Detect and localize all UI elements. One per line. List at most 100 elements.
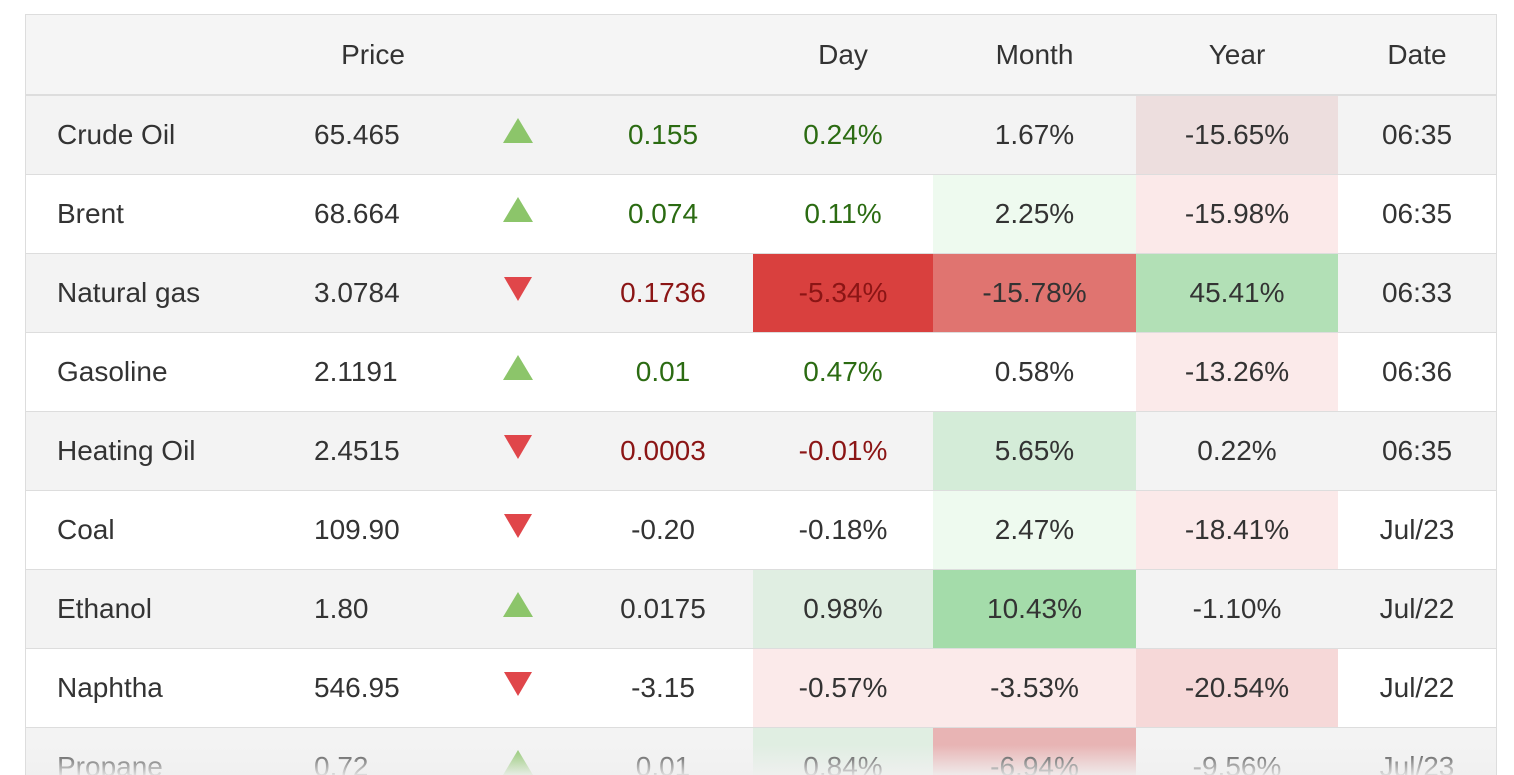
day-change-cell: 0.47% [753,333,933,412]
month-change-cell: 10.43% [933,570,1136,649]
up-arrow-icon [503,592,533,617]
direction-cell [463,491,573,570]
month-change-cell: 2.47% [933,491,1136,570]
header-change [573,15,753,95]
direction-cell [463,175,573,254]
down-arrow-icon [504,435,532,459]
year-change-cell: -15.65% [1136,95,1338,175]
month-change-cell: 2.25% [933,175,1136,254]
date-cell: 06:36 [1338,333,1496,412]
up-arrow-icon [503,118,533,143]
price-cell: 0.72 [283,728,463,775]
year-change-cell: -18.41% [1136,491,1338,570]
direction-cell [463,649,573,728]
year-change-cell: 0.22% [1136,412,1338,491]
date-cell: 06:35 [1338,175,1496,254]
price-cell: 68.664 [283,175,463,254]
day-change-cell: -5.34% [753,254,933,333]
date-cell: Jul/23 [1338,491,1496,570]
commodity-name-link[interactable]: Coal [26,491,283,570]
change-cell: 0.155 [573,95,753,175]
day-change-cell: 0.11% [753,175,933,254]
price-cell: 2.1191 [283,333,463,412]
up-arrow-icon [503,750,533,775]
commodity-name-link[interactable]: Propane [26,728,283,775]
date-cell: Jul/22 [1338,570,1496,649]
header-name [26,15,283,95]
commodity-name-link[interactable]: Ethanol [26,570,283,649]
month-change-cell: -6.94% [933,728,1136,775]
date-cell: Jul/23 [1338,728,1496,775]
change-cell: 0.01 [573,333,753,412]
down-arrow-icon [504,277,532,301]
month-change-cell: 5.65% [933,412,1136,491]
change-cell: -3.15 [573,649,753,728]
commodity-name-link[interactable]: Crude Oil [26,95,283,175]
month-change-cell: 0.58% [933,333,1136,412]
month-change-cell: 1.67% [933,95,1136,175]
year-change-cell: 45.41% [1136,254,1338,333]
year-change-cell: -20.54% [1136,649,1338,728]
month-change-cell: -3.53% [933,649,1136,728]
change-cell: 0.0175 [573,570,753,649]
direction-cell [463,333,573,412]
direction-cell [463,412,573,491]
day-change-cell: -0.57% [753,649,933,728]
day-change-cell: 0.84% [753,728,933,775]
commodity-name-link[interactable]: Brent [26,175,283,254]
price-cell: 2.4515 [283,412,463,491]
price-cell: 109.90 [283,491,463,570]
header-year[interactable]: Year [1136,15,1338,95]
price-cell: 3.0784 [283,254,463,333]
change-cell: 0.1736 [573,254,753,333]
up-arrow-icon [503,197,533,222]
direction-cell [463,95,573,175]
price-cell: 1.80 [283,570,463,649]
change-cell: 0.074 [573,175,753,254]
day-change-cell: -0.01% [753,412,933,491]
header-arrow [463,15,573,95]
direction-cell [463,570,573,649]
commodity-name-link[interactable]: Natural gas [26,254,283,333]
change-cell: 0.0003 [573,412,753,491]
direction-cell [463,728,573,775]
header-price[interactable]: Price [283,15,463,95]
date-cell: 06:35 [1338,412,1496,491]
header-day[interactable]: Day [753,15,933,95]
commodity-name-link[interactable]: Naphtha [26,649,283,728]
header-date[interactable]: Date [1338,15,1496,95]
price-cell: 65.465 [283,95,463,175]
day-change-cell: 0.24% [753,95,933,175]
change-cell: 0.01 [573,728,753,775]
year-change-cell: -15.98% [1136,175,1338,254]
date-cell: 06:35 [1338,95,1496,175]
date-cell: Jul/22 [1338,649,1496,728]
day-change-cell: 0.98% [753,570,933,649]
date-cell: 06:33 [1338,254,1496,333]
down-arrow-icon [504,514,532,538]
year-change-cell: -1.10% [1136,570,1338,649]
price-cell: 546.95 [283,649,463,728]
down-arrow-icon [504,672,532,696]
commodity-name-link[interactable]: Gasoline [26,333,283,412]
direction-cell [463,254,573,333]
table-header-row: Price Day Month Year Date [26,15,1496,95]
year-change-cell: -9.56% [1136,728,1338,775]
up-arrow-icon [503,355,533,380]
day-change-cell: -0.18% [753,491,933,570]
commodity-name-link[interactable]: Heating Oil [26,412,283,491]
header-month[interactable]: Month [933,15,1136,95]
month-change-cell: -15.78% [933,254,1136,333]
change-cell: -0.20 [573,491,753,570]
